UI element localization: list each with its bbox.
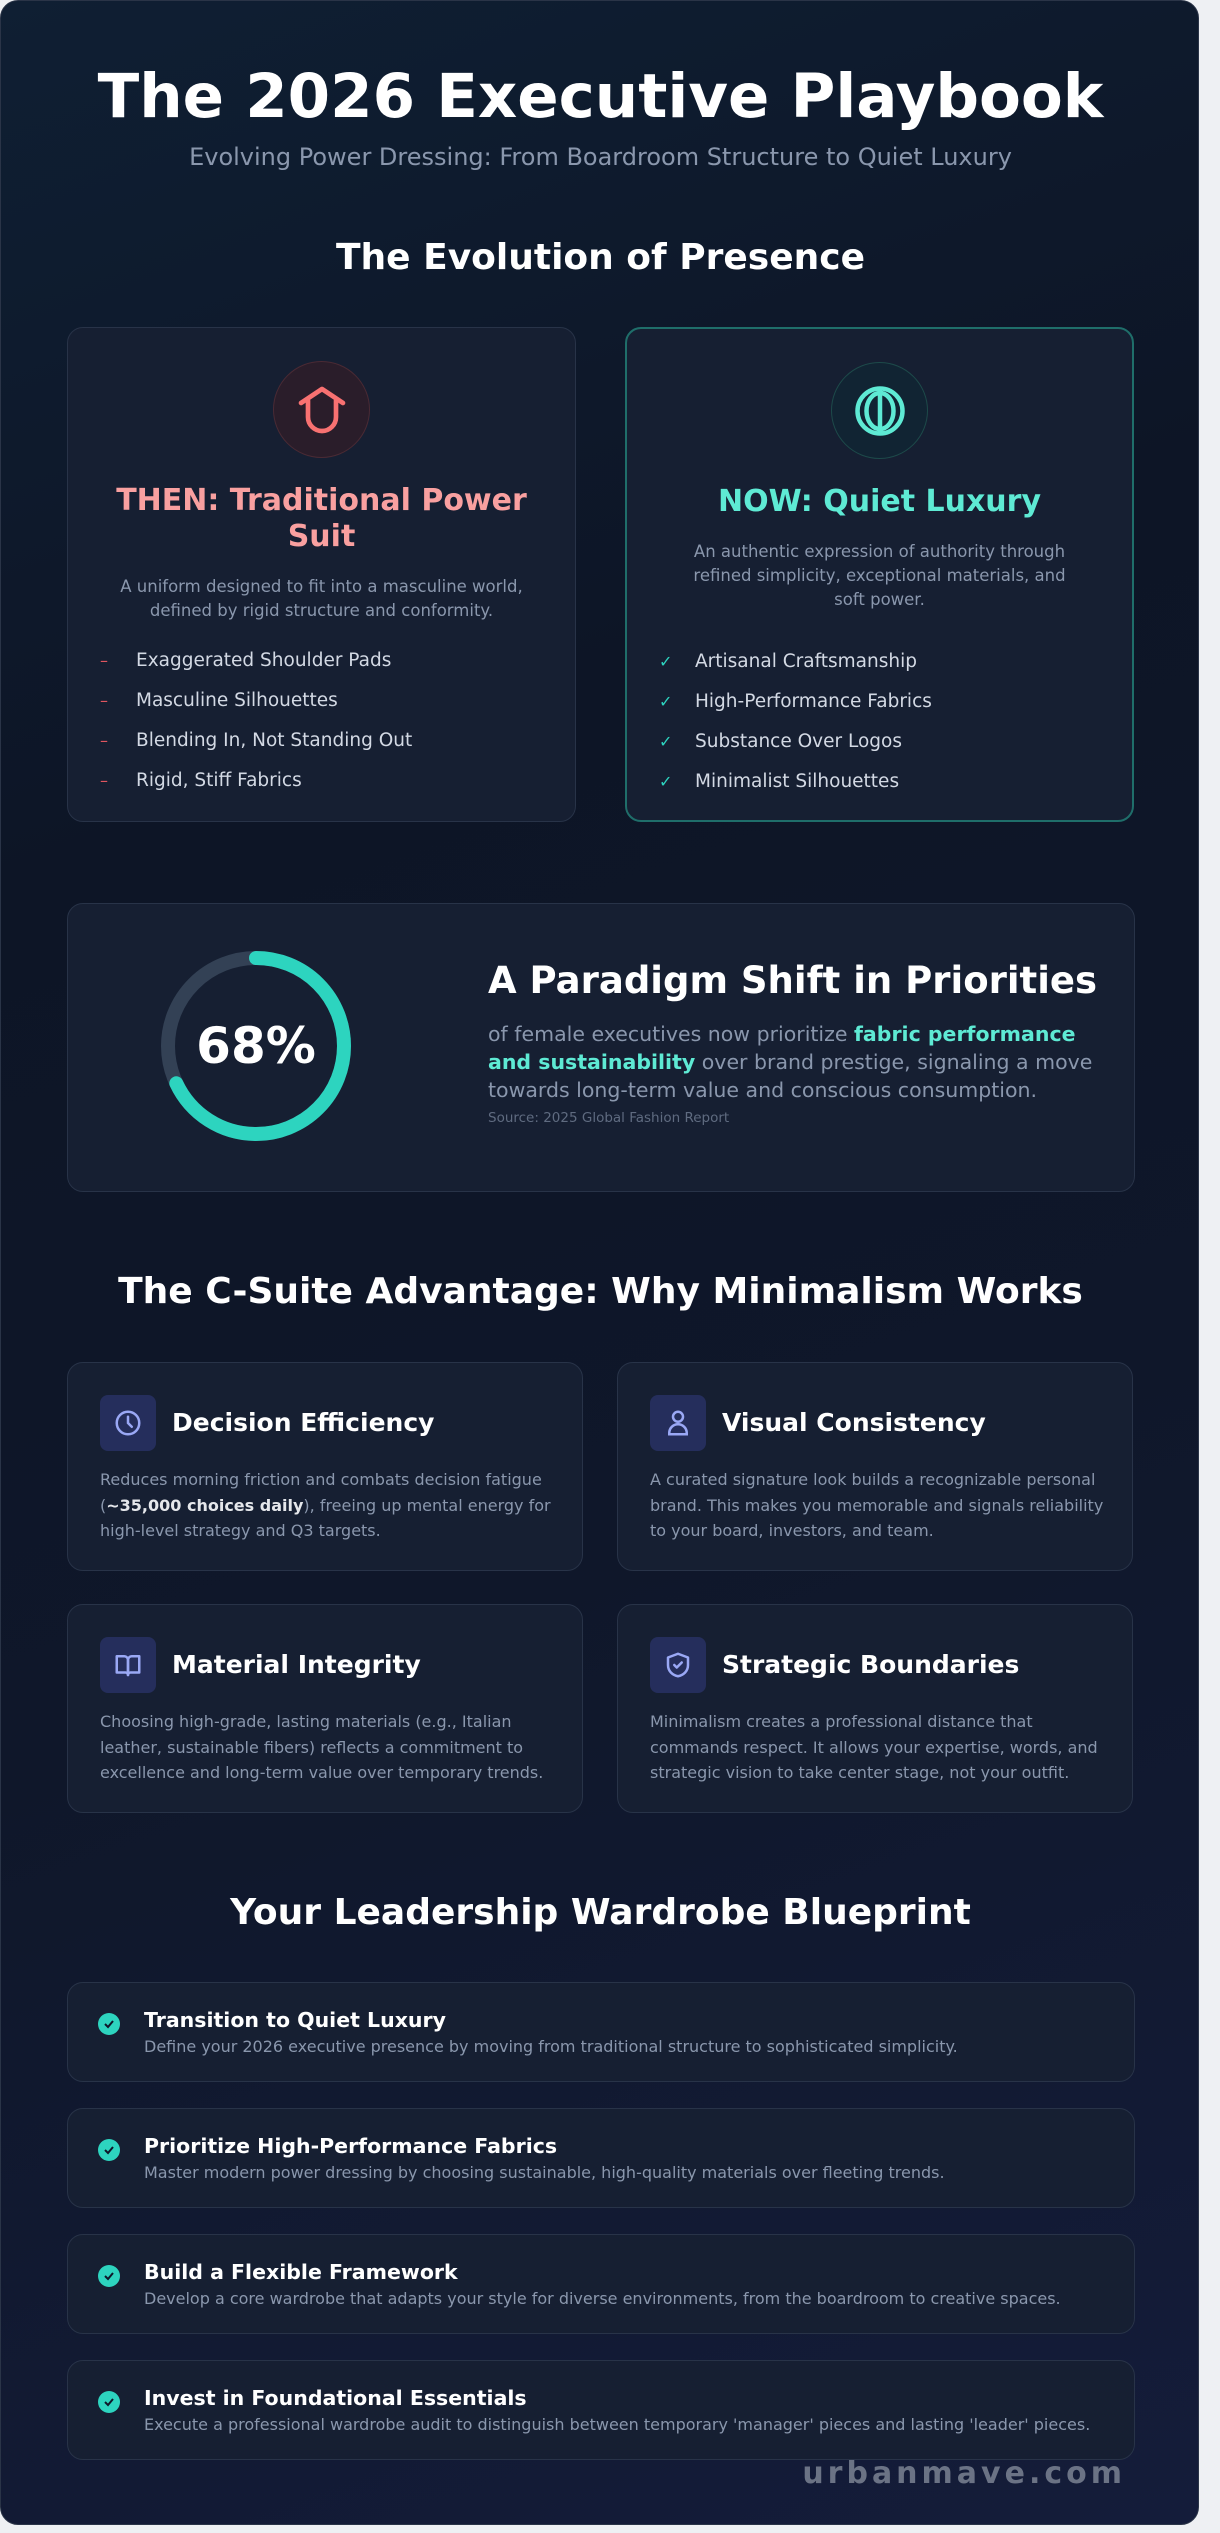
blueprint-title: Build a Flexible Framework [144, 2260, 458, 2284]
shirt-icon [273, 361, 370, 458]
list-item: ✓ High-Performance Fabrics [659, 690, 932, 712]
check-icon: ✓ [659, 651, 673, 671]
list-item: – Blending In, Not Standing Out [100, 729, 413, 751]
dash-icon: – [100, 770, 108, 790]
dash-icon: – [100, 730, 108, 750]
page-subtitle: Evolving Power Dressing: From Boardroom … [189, 143, 1012, 171]
advantage-card: Decision Efficiency Reduces morning fric… [67, 1362, 583, 1571]
check-icon: ✓ [659, 731, 673, 751]
stat-source: Source: 2025 Global Fashion Report [488, 1110, 730, 1126]
blueprint-title: Transition to Quiet Luxury [144, 2008, 446, 2032]
then-card: THEN: Traditional Power Suit A uniform d… [67, 327, 576, 822]
advantage-card: Strategic Boundaries Minimalism creates … [617, 1604, 1133, 1813]
now-list: ✓ Artisanal Craftsmanship ✓ High-Performan… [659, 641, 932, 801]
book-icon [100, 1637, 156, 1693]
page-title: The 2026 Executive Playbook [97, 61, 1104, 132]
dash-icon: – [100, 650, 108, 670]
advantage-body: Reduces morning friction and combats dec… [100, 1470, 551, 1540]
blueprint-item: Invest in Foundational Essentials Execut… [67, 2360, 1135, 2460]
check-icon: ✓ [659, 691, 673, 711]
check-circle-icon [98, 2391, 120, 2413]
circle-line-icon [831, 362, 928, 459]
blueprint-desc: Master modern power dressing by choosing… [144, 2163, 945, 2182]
brand-watermark: urbanmave.com [802, 2456, 1126, 2491]
blueprint-desc: Define your 2026 executive presence by m… [144, 2037, 958, 2056]
then-description: A uniform designed to fit into a masculi… [120, 577, 523, 620]
advantage-title: Decision Efficiency [172, 1408, 435, 1437]
list-item: – Masculine Silhouettes [100, 689, 338, 711]
stat-percent: 68% [196, 1017, 316, 1075]
blueprint-desc: Develop a core wardrobe that adapts your… [144, 2289, 1061, 2308]
list-item: ✓ Substance Over Logos [659, 730, 902, 752]
dash-icon: – [100, 690, 108, 710]
blueprint-item: Transition to Quiet Luxury Define your 2… [67, 1982, 1135, 2082]
then-title: THEN: Traditional Power Suit [116, 483, 527, 554]
now-title: NOW: Quiet Luxury [717, 484, 1042, 519]
advantage-title: Strategic Boundaries [722, 1650, 1020, 1679]
stat-card: 68% A Paradigm Shift in Priorities of fe… [67, 903, 1135, 1192]
advantage-body: Minimalism creates a professional distan… [650, 1712, 1098, 1782]
advantage-title: Visual Consistency [722, 1408, 986, 1437]
list-item: ✓ Minimalist Silhouettes [659, 770, 900, 792]
blueprint-item: Build a Flexible Framework Develop a cor… [67, 2234, 1135, 2334]
ring-fill [161, 951, 351, 1141]
advantage-title: Material Integrity [172, 1650, 421, 1679]
stat-body: of female executives now prioritize fabr… [488, 1022, 1093, 1102]
blueprint-item: Prioritize High-Performance Fabrics Mast… [67, 2108, 1135, 2208]
check-circle-icon [98, 2265, 120, 2287]
advantage-body: Choosing high-grade, lasting materials (… [100, 1712, 544, 1782]
progress-ring: 68% [156, 946, 356, 1146]
advantage-card: Visual Consistency A curated signature l… [617, 1362, 1133, 1571]
check-circle-icon [98, 2139, 120, 2161]
advantage-card: Material Integrity Choosing high-grade, … [67, 1604, 583, 1813]
check-icon: ✓ [659, 771, 673, 791]
infographic: The 2026 Executive Playbook Evolving Pow… [0, 0, 1199, 2525]
advantage-heading: The C-Suite Advantage: Why Minimalism Wo… [118, 1271, 1083, 1312]
shield-check-icon [650, 1637, 706, 1693]
now-card: NOW: Quiet Luxury An authentic expressio… [625, 327, 1134, 822]
then-list: – Exaggerated Shoulder Pads – Masculine Si… [100, 640, 412, 800]
blueprint-desc: Execute a professional wardrobe audit to… [144, 2415, 1091, 2434]
advantage-body: A curated signature look builds a recogn… [650, 1470, 1104, 1540]
list-item: – Rigid, Stiff Fabrics [100, 769, 302, 791]
clock-icon [100, 1395, 156, 1451]
stat-heading: A Paradigm Shift in Priorities [488, 959, 1098, 1002]
blueprint-title: Prioritize High-Performance Fabrics [144, 2134, 558, 2158]
check-circle-icon [98, 2013, 120, 2035]
evolution-heading: The Evolution of Presence [335, 237, 866, 278]
blueprint-heading: Your Leadership Wardrobe Blueprint [230, 1892, 971, 1933]
list-item: – Exaggerated Shoulder Pads [100, 649, 392, 671]
now-description: An authentic expression of authority thr… [693, 542, 1066, 609]
blueprint-title: Invest in Foundational Essentials [144, 2386, 527, 2410]
list-item: ✓ Artisanal Craftsmanship [659, 650, 917, 672]
user-icon [650, 1395, 706, 1451]
